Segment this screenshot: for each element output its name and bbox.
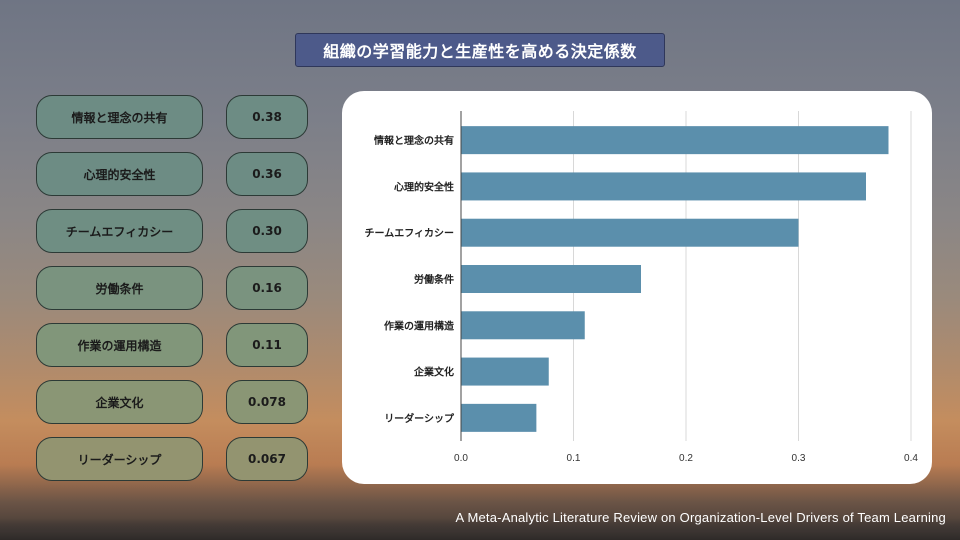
factor-value-pill: 0.38 [226, 95, 308, 139]
category-label: 心理的安全性 [394, 180, 454, 193]
factor-value-pill: 0.078 [226, 380, 308, 424]
bar [461, 218, 799, 247]
x-tick-label: 0.1 [567, 453, 581, 464]
bar [461, 357, 549, 386]
factor-label-pill: 労働条件 [36, 266, 203, 310]
x-tick-label: 0.0 [454, 453, 468, 464]
factor-value-pill: 0.11 [226, 323, 308, 367]
category-label: 情報と理念の共有 [374, 134, 454, 147]
category-label: 労働条件 [414, 273, 454, 286]
page-title: 組織の学習能力と生産性を高める決定係数 [295, 33, 665, 67]
category-label: 作業の運用構造 [384, 319, 455, 332]
bar [461, 403, 537, 432]
factor-label-pill: 情報と理念の共有 [36, 95, 203, 139]
chart-card: 0.0 0.1 0.2 0.3 0.4 情報と理念の共有心理的安全性チームエフィカシー労働… [342, 91, 932, 484]
factor-value-pill: 0.16 [226, 266, 308, 310]
bar [461, 126, 889, 155]
factor-label-pill: チームエフィカシー [36, 209, 203, 253]
factor-label-pill: 作業の運用構造 [36, 323, 203, 367]
bar-chart: 0.0 0.1 0.2 0.3 0.4 情報と理念の共有心理的安全性チームエフィカシー労働… [365, 111, 918, 464]
x-tick-label: 0.2 [679, 453, 693, 464]
factor-label-pill: リーダーシップ [36, 437, 203, 481]
category-label: 企業文化 [413, 366, 454, 379]
factor-value-pill: 0.30 [226, 209, 308, 253]
factor-label-pill: 心理的安全性 [36, 152, 203, 196]
bar [461, 311, 585, 340]
x-tick-label: 0.4 [904, 453, 918, 464]
horizon-silhouette [0, 518, 960, 540]
category-label: リーダーシップ [384, 412, 455, 425]
bar [461, 172, 866, 201]
factor-label-pill: 企業文化 [36, 380, 203, 424]
category-label: チームエフィカシー [365, 228, 455, 240]
bar [461, 265, 641, 293]
x-tick-label: 0.3 [792, 453, 806, 464]
factor-value-pill: 0.36 [226, 152, 308, 196]
footer-caption: A Meta-Analytic Literature Review on Org… [455, 510, 946, 525]
factor-value-pill: 0.067 [226, 437, 308, 481]
